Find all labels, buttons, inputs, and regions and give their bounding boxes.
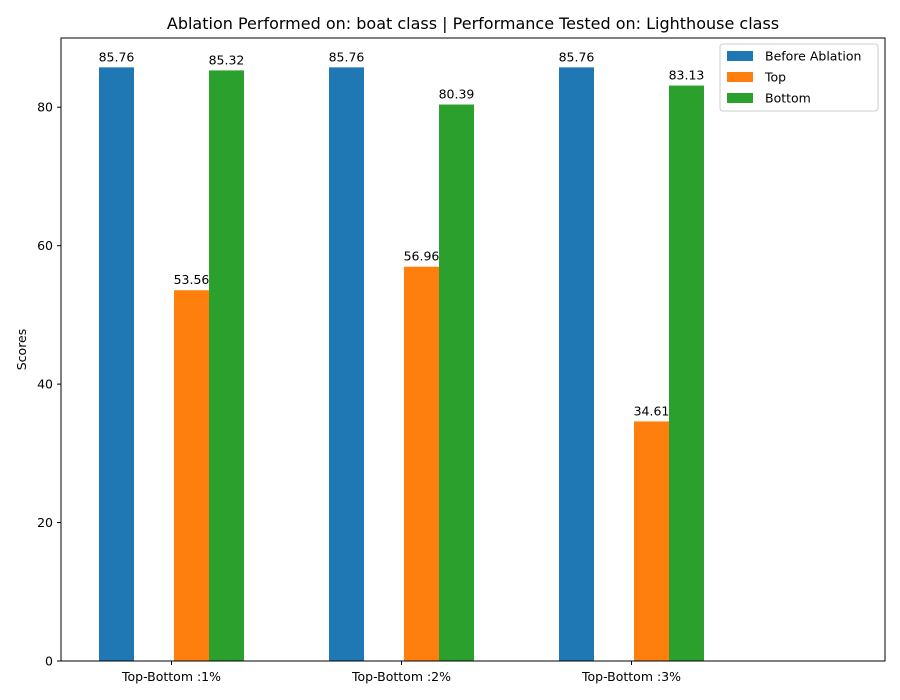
data-label: 56.96 bbox=[404, 249, 440, 264]
bar-top-2 bbox=[404, 266, 439, 661]
legend-box bbox=[719, 43, 879, 112]
bar-before-ablation-3 bbox=[559, 67, 594, 661]
data-label: 85.76 bbox=[99, 49, 135, 64]
bar-top-3 bbox=[634, 421, 669, 661]
plot-area: 85.76 85.76 85.76 53.56 56.96 34.61 85.32 80.39… bbox=[99, 49, 705, 662]
y-tick-label: 40 bbox=[37, 377, 53, 392]
bar-top-1 bbox=[174, 290, 209, 661]
bar-before-ablation-2 bbox=[329, 67, 364, 661]
x-tick-label: Top-Bottom :2% bbox=[351, 669, 451, 684]
bar-bottom-2 bbox=[439, 104, 474, 661]
bar-bottom-3 bbox=[669, 85, 704, 661]
legend-entry: Top bbox=[764, 70, 786, 85]
y-axis-label: Scores bbox=[14, 329, 29, 371]
data-label: 80.39 bbox=[439, 87, 475, 102]
x-tick-label: Top-Bottom :1% bbox=[121, 669, 221, 684]
data-label: 34.61 bbox=[634, 403, 670, 418]
data-label: 85.32 bbox=[209, 52, 245, 67]
y-tick-label: 20 bbox=[37, 515, 53, 530]
chart-title: Ablation Performed on: boat class | Perf… bbox=[167, 14, 779, 33]
bar-before-ablation-1 bbox=[99, 67, 134, 661]
legend-entry: Bottom bbox=[765, 91, 811, 106]
y-tick-label: 60 bbox=[37, 238, 53, 253]
bar-bottom-1 bbox=[209, 70, 244, 662]
legend-swatch bbox=[727, 51, 753, 61]
plot-frame bbox=[60, 37, 886, 662]
legend-swatch bbox=[727, 93, 753, 103]
data-label: 83.13 bbox=[669, 68, 705, 83]
x-tick-label: Top-Bottom :3% bbox=[581, 669, 681, 684]
data-label: 53.56 bbox=[174, 272, 210, 287]
y-tick-label: 80 bbox=[37, 100, 53, 115]
legend-swatch bbox=[727, 72, 753, 82]
y-tick-label: 0 bbox=[45, 654, 53, 669]
data-label: 85.76 bbox=[559, 49, 595, 64]
data-label: 85.76 bbox=[329, 49, 365, 64]
legend: Before Ablation Top Bottom bbox=[719, 43, 879, 112]
legend-entry: Before Ablation bbox=[765, 49, 861, 64]
